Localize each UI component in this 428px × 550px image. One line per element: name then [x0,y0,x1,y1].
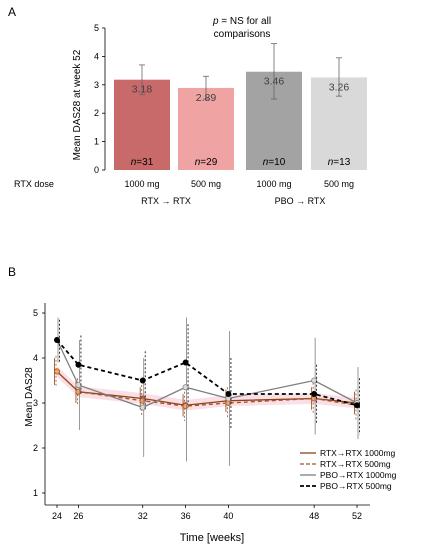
category-label-3: 500 mg [324,179,354,189]
panel-a-y-tick-label: 5 [94,23,99,33]
data-point-rtx-rtx-500mg [75,388,82,395]
panel-b-x-ticks: 24 26 32 36 40 48 52 [52,505,362,521]
panel-a-y-tick-label: 4 [94,51,99,61]
panel-a-y-tick-label: 3 [94,80,99,90]
p-value-annotation: p = NS for all [212,16,271,27]
n-symbol: n [263,157,269,168]
legend-entry-3: PBO→RTX 500mg [320,481,392,491]
panel-a-bars: 3.18n=312.89n=293.46n=103.26n=13 [114,43,367,170]
n-symbol: n [195,157,201,168]
bar-n-label-1: n=29 [195,157,218,168]
p-value-annotation-line2: comparisons [214,29,271,40]
panel-b-x-tick-label: 26 [73,511,83,521]
panel-b-x-tick-label: 40 [223,511,233,521]
data-point-pbo-rtx-1000mg [139,404,146,411]
bar-n-label-2: n=10 [263,157,286,168]
panel-a-y-axis-title: Mean DAS28 at week 52 [72,49,83,160]
panel-b-x-tick-label: 36 [181,511,191,521]
category-label-1: 500 mg [191,179,221,189]
panel-b-y-tick-label: 5 [33,308,38,318]
category-label-2: 1000 mg [256,179,291,189]
panel-a-y-tick-label: 2 [94,108,99,118]
bar-n-label-0: n=31 [131,157,154,168]
panel-b-x-tick-label: 24 [52,511,62,521]
data-point-rtx-rtx-500mg [54,368,60,375]
legend-entry-1: RTX→RTX 500mg [320,459,391,469]
n-count: =31 [136,157,153,168]
n-count: =10 [268,157,285,168]
panel-a-category-labels: 1000 mg 500 mg 1000 mg 500 mg [124,179,354,189]
data-point-pbo-rtx-1000mg [311,377,318,384]
rtx-dose-row-label: RTX dose [14,179,54,189]
panel-b-x-tick-label: 52 [352,511,362,521]
data-point-pbo-rtx-500mg [75,361,82,368]
group-label-rtx-rtx: RTX → RTX [141,196,191,206]
data-point-rtx-rtx-500mg [139,397,146,404]
data-point-pbo-rtx-500mg [311,391,318,397]
panel-b-x-tick-label: 32 [138,511,148,521]
data-point-pbo-rtx-500mg [54,337,60,343]
panel-a-y-tick-label: 1 [94,137,99,147]
legend-entry-2: PBO→RTX 1000mg [320,470,397,480]
panel-b-x-tick-label: 48 [309,511,319,521]
bar-value-label-1: 2.89 [196,92,217,104]
data-point-rtx-rtx-500mg [182,403,189,410]
panel-b-y-tick-label: 2 [33,443,38,453]
bar-value-label-0: 3.18 [132,84,153,96]
n-symbol: n [131,157,137,168]
data-point-pbo-rtx-1000mg [182,384,189,391]
panel-b-y-tick-label: 4 [33,353,38,363]
panel-b-y-ticks: 1 2 3 4 5 [33,308,45,498]
bar-1 [178,87,234,170]
panel-b-x-axis-title: Time [weeks] [180,532,244,544]
panel-b-y-axis-title: Mean DAS28 [24,367,35,427]
bar-n-label-3: n=13 [328,157,351,168]
group-label-pbo-rtx: PBO → RTX [275,196,326,206]
bar-value-label-3: 3.26 [329,81,350,93]
n-count: =29 [200,157,217,168]
panel-b-label: B [8,265,16,279]
panel-b-y-tick-label: 1 [33,488,38,498]
data-point-pbo-rtx-1000mg [75,382,82,388]
bar-value-label-2: 3.46 [264,76,285,88]
data-point-pbo-rtx-500mg [182,359,189,366]
panel-b-y-tick-label: 3 [33,398,38,408]
panel-a-y-ticks: 0 1 2 3 4 5 [94,23,105,175]
category-label-0: 1000 mg [124,179,159,189]
n-symbol: n [328,157,334,168]
data-point-pbo-rtx-500mg [225,391,232,397]
panel-a-y-tick-label: 0 [94,165,99,175]
data-point-pbo-rtx-500mg [354,402,360,409]
n-count: =13 [333,157,350,168]
panel-a-label: A [8,5,16,19]
panel-b-series [54,317,360,466]
legend-entry-0: RTX→RTX 1000mg [320,448,396,458]
data-point-pbo-rtx-500mg [139,377,146,384]
